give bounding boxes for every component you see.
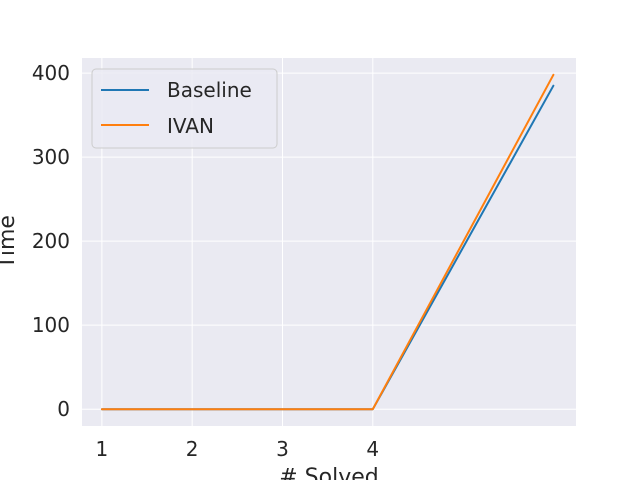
- x-tick-label: 1: [96, 437, 109, 461]
- x-tick-label: 2: [186, 437, 199, 461]
- tick-labels: 1 2 3 4 0 100 200 300 400: [32, 61, 379, 461]
- x-tick-label: 3: [276, 437, 289, 461]
- legend: Baseline IVAN: [91, 68, 278, 149]
- y-tick-label: 400: [32, 61, 70, 85]
- legend-label-baseline: Baseline: [167, 78, 252, 102]
- y-tick-label: 200: [32, 229, 70, 253]
- y-tick-label: 0: [57, 397, 70, 421]
- series-lines: [100, 73, 555, 411]
- series-line-ivan: [100, 73, 555, 411]
- y-tick-label: 100: [32, 313, 70, 337]
- x-tick-label: 4: [366, 437, 379, 461]
- y-axis-label: Time: [0, 215, 20, 270]
- legend-label-ivan: IVAN: [167, 114, 214, 138]
- x-axis-label: # Solved: [279, 465, 378, 480]
- y-tick-label: 300: [32, 145, 70, 169]
- legend-box: [91, 68, 278, 149]
